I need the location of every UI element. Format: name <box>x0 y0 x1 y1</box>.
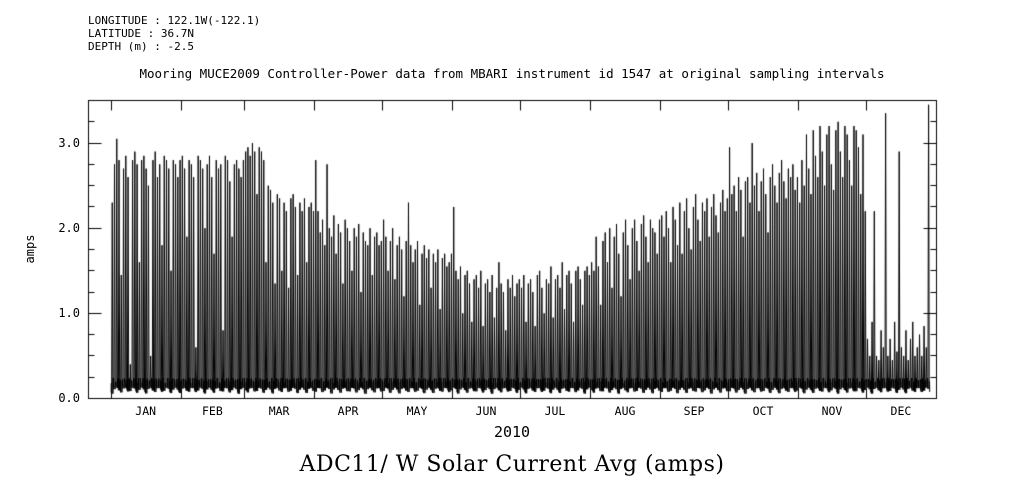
month-label: NOV <box>821 404 843 418</box>
month-label: DEC <box>890 404 912 418</box>
chart-title: Mooring MUCE2009 Controller-Power data f… <box>139 66 885 81</box>
month-label: OCT <box>752 404 774 418</box>
y-tick-label: 0.0 <box>58 391 80 405</box>
latitude-text: LATITUDE : 36.7N <box>88 27 194 40</box>
depth-text: DEPTH (m) : -2.5 <box>88 40 194 53</box>
month-label: JUL <box>544 404 566 418</box>
month-label: FEB <box>201 404 223 418</box>
month-label: APR <box>337 404 359 418</box>
month-label: AUG <box>614 404 636 418</box>
month-label: MAR <box>268 404 290 418</box>
month-label: JUN <box>475 404 497 418</box>
month-label: JAN <box>135 404 157 418</box>
month-label: MAY <box>406 404 428 418</box>
y-axis-label: amps <box>23 234 37 264</box>
y-tick-label: 2.0 <box>58 220 80 235</box>
y-tick-label: 1.0 <box>58 305 80 320</box>
x-axis-year-label: 2010 <box>493 423 531 441</box>
month-label: SEP <box>683 404 705 418</box>
y-tick-label: 3.0 <box>58 135 80 150</box>
bottom-title: ADC11/ W Solar Current Avg (amps) <box>299 452 725 477</box>
longitude-text: LONGITUDE : 122.1W(-122.1) <box>88 14 261 27</box>
